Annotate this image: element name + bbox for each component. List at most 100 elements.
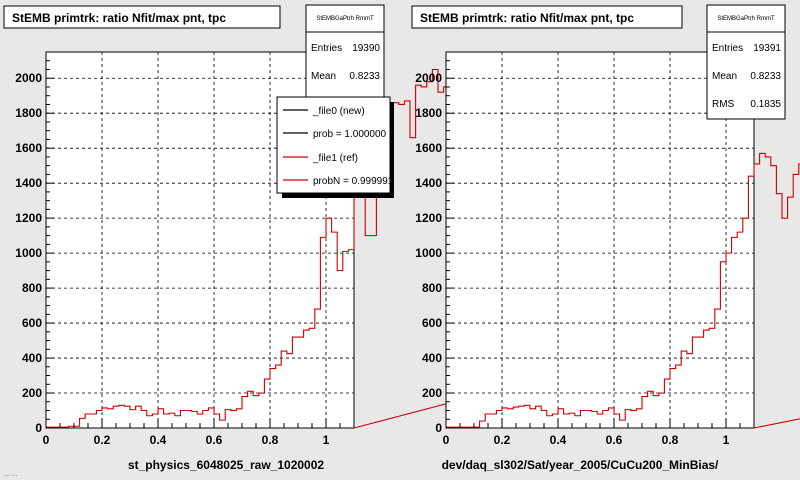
y-tick-label: 2000 — [415, 71, 442, 85]
histogram-bin — [737, 232, 743, 428]
histogram-bin — [304, 330, 310, 428]
stats-label-rms: RMS — [712, 99, 735, 110]
y-tick-label: 1200 — [15, 211, 42, 225]
histogram-bin — [276, 365, 282, 428]
plot-area — [445, 51, 755, 429]
histogram-bin — [676, 365, 682, 428]
histogram-bin — [152, 414, 158, 428]
histogram-bin — [337, 271, 343, 428]
histogram-bin — [326, 218, 332, 428]
histogram-bin — [102, 408, 108, 428]
x-tick-label: 0.6 — [206, 433, 223, 447]
x-tick-label: 0.2 — [94, 433, 111, 447]
histogram-bin — [309, 328, 315, 428]
histogram-bin — [547, 416, 553, 428]
stats-value-entries: 19391 — [753, 43, 781, 54]
y-tick-label: 200 — [22, 386, 42, 400]
legend-label-probn: probN = 0.999991 — [313, 176, 394, 187]
histogram-panel-right: StEMB primtrk: ratio Nfit/max pnt, tpc 0… — [411, 4, 800, 472]
stats-value-entries: 19390 — [352, 43, 380, 54]
x-tick-label: 0 — [443, 433, 450, 447]
chart-title: StEMB primtrk: ratio Nfit/max pnt, tpc — [12, 11, 226, 25]
title-box — [3, 5, 281, 29]
stats-header: StEMBGaPtrh RmmT — [717, 16, 775, 22]
histogram-bin — [108, 409, 114, 428]
histogram-bin — [732, 237, 738, 428]
y-tick-label: 1600 — [15, 141, 42, 155]
histogram-bin — [642, 397, 648, 428]
histogram-bin — [704, 330, 710, 428]
histogram-bin — [91, 414, 97, 428]
y-tick-label: 800 — [22, 281, 42, 295]
y-tick-label: 0 — [435, 421, 442, 435]
y-tick-label: 1400 — [15, 176, 42, 190]
histogram-bin — [552, 414, 558, 428]
stats-value-mean: 0.8233 — [349, 71, 380, 82]
histogram-bin — [248, 391, 254, 428]
histogram-bin — [236, 409, 242, 428]
histogram-bin — [80, 418, 86, 428]
histogram-bin — [715, 309, 721, 428]
histogram-bin — [68, 426, 74, 428]
y-tick-label: 0 — [35, 421, 42, 435]
y-axis-ticks: 0 200 400 600 800 1000 1200 1400 1600 1800 2000 — [15, 60, 54, 435]
histogram-bin — [496, 411, 502, 428]
histogram-bin — [692, 337, 698, 428]
histogram-bin — [508, 409, 514, 428]
y-tick-label: 800 — [422, 281, 442, 295]
stats-header: StEMBGaPtrh RmmT — [316, 16, 374, 22]
histogram-bin — [292, 337, 298, 428]
title-box — [411, 5, 683, 29]
histogram-series-ref — [45, 60, 495, 429]
y-tick-label: 400 — [22, 351, 42, 365]
x-tick-label: 1 — [323, 433, 330, 447]
histogram-bin — [298, 337, 304, 428]
histogram-bin — [524, 405, 530, 428]
histogram-bin — [264, 379, 270, 428]
histogram-bin — [536, 406, 542, 428]
histogram-bars — [45, 60, 495, 429]
histogram-bin — [614, 414, 620, 428]
histogram-bin — [214, 414, 220, 428]
legend-label-new: _file0 (new) — [312, 106, 365, 117]
stats-box — [305, 4, 385, 102]
histogram-bin — [698, 337, 704, 428]
histogram-bin — [681, 351, 687, 428]
histogram-bin — [175, 416, 181, 428]
chart-title: StEMB primtrk: ratio Nfit/max pnt, tpc — [420, 11, 634, 25]
y-tick-label: 400 — [422, 351, 442, 365]
histogram-bin — [670, 369, 676, 428]
histogram-bin — [575, 416, 581, 428]
x-tick-label: 0.8 — [262, 433, 279, 447]
histogram-bin — [620, 420, 626, 428]
histogram-bin — [164, 414, 170, 428]
histogram-bin — [208, 408, 214, 428]
histogram-bin — [519, 406, 525, 428]
histogram-bin — [480, 421, 486, 428]
histogram-bin — [320, 237, 326, 428]
y-tick-label: 1800 — [15, 106, 42, 120]
histogram-bin — [463, 427, 469, 428]
x-tick-label: 0.8 — [662, 433, 679, 447]
histogram-bin — [603, 411, 609, 428]
histogram-bin — [124, 406, 130, 428]
histogram-bin — [748, 176, 754, 428]
y-tick-label: 1000 — [15, 246, 42, 260]
histogram-bin — [186, 411, 192, 428]
x-axis-label: dev/daq_sl302/Sat/year_2005/CuCu200_MinB… — [442, 458, 719, 472]
y-tick-label: 1000 — [415, 246, 442, 260]
histogram-bin — [726, 253, 732, 428]
histogram-bin — [220, 420, 226, 428]
histogram-bin — [281, 351, 287, 428]
stats-value-rms: 0.1835 — [750, 99, 781, 110]
x-axis-ticks: 0 0.2 0.4 0.6 0.8 1 — [43, 418, 341, 447]
y-tick-label: 1600 — [415, 141, 442, 155]
histogram-bin — [564, 414, 570, 428]
histogram-bin — [130, 410, 136, 428]
histogram-bin — [743, 218, 749, 428]
histogram-bin — [96, 411, 102, 428]
histogram-bin — [136, 406, 142, 428]
legend-box — [276, 96, 391, 194]
histogram-bin — [474, 427, 480, 428]
histogram-bin — [720, 262, 726, 428]
